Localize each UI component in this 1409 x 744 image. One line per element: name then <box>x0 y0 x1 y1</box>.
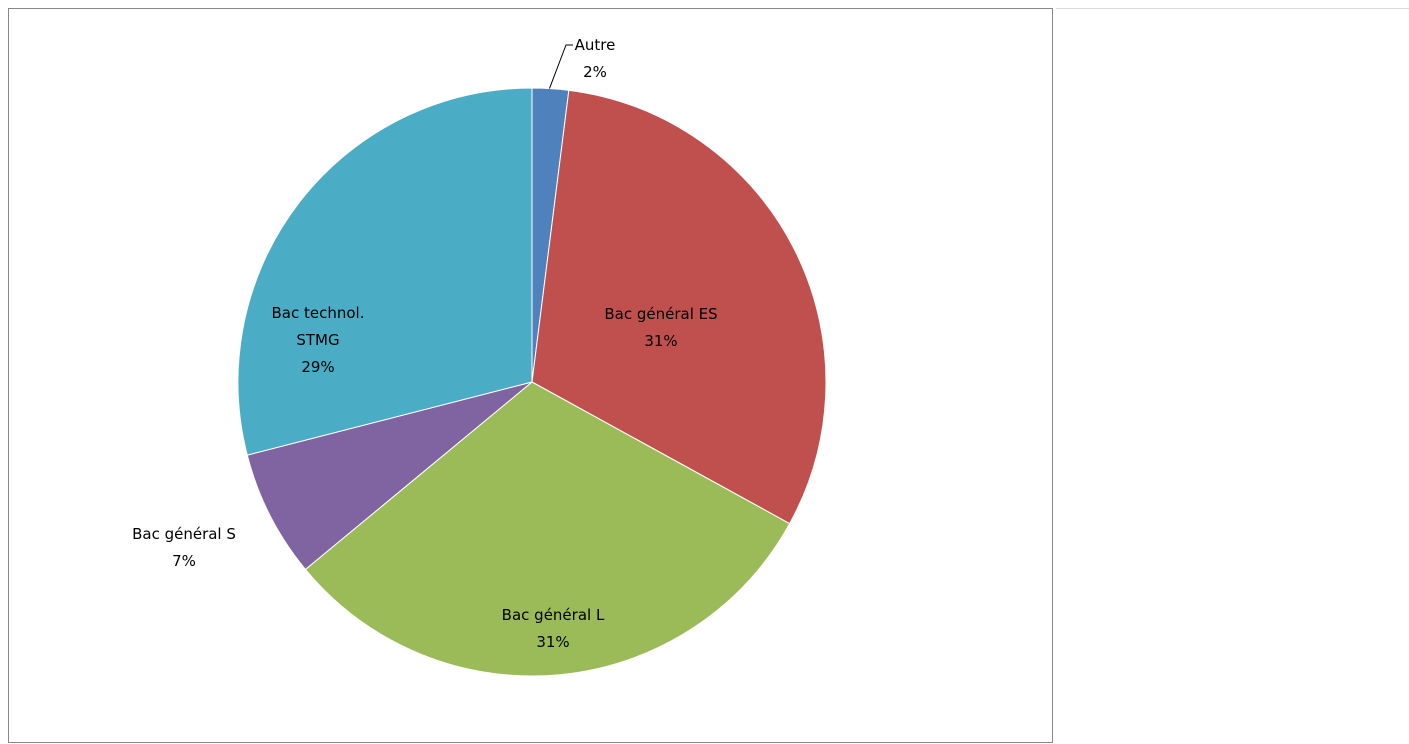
slice-percent-label: 31% <box>536 633 569 651</box>
slice-label: Bac général ES 31% <box>604 305 717 350</box>
pie-chart: Autre 2% Bac général ES 31% Bac général L 31%… <box>132 36 827 677</box>
slice-percent-label: 29% <box>301 358 334 376</box>
leader-line <box>548 44 573 89</box>
slice-name-label: Bac général ES <box>604 305 717 323</box>
slice-name-label: Bac général L <box>502 606 605 624</box>
pie-slice <box>246 381 533 571</box>
slice-label: Bac général S 7% <box>132 525 236 570</box>
slice-percent-label: 2% <box>583 63 607 81</box>
slice-percent-label: 31% <box>644 332 677 350</box>
chart-area: Autre 2% Bac général ES 31% Bac général L 31%… <box>8 8 1053 743</box>
slice-name-label: Bac général S <box>132 525 236 543</box>
slice-name-label: STMG <box>296 331 339 349</box>
slice-label: Autre 2% <box>575 36 616 81</box>
page-divider <box>1056 8 1409 9</box>
pie-slice <box>531 89 827 525</box>
slice-name-label: Autre <box>575 36 616 54</box>
pie-slice <box>304 381 791 677</box>
slice-label: Bac général L 31% <box>502 606 605 651</box>
slice-label: Bac technol. STMG 29% <box>272 304 365 376</box>
slice-percent-label: 7% <box>172 552 196 570</box>
slice-name-label: Bac technol. <box>272 304 365 322</box>
pie-slice <box>237 87 533 456</box>
